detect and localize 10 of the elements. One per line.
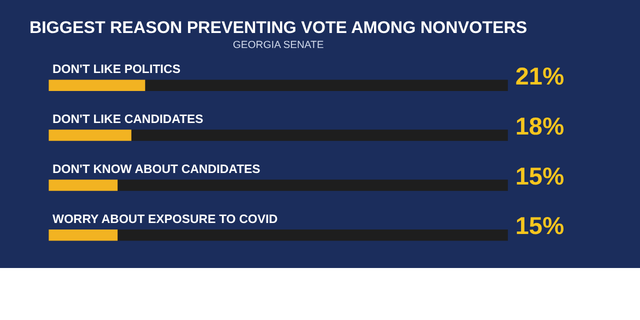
- data-label: 15%: [515, 163, 564, 190]
- y-tick-label: DON'T LIKE POLITICS: [52, 62, 180, 76]
- data-label: 21%: [515, 63, 564, 90]
- y-tick-label: DON'T LIKE CANDIDATES: [52, 112, 204, 126]
- data-label: 15%: [515, 213, 564, 240]
- chart-subtitle: GEORGIA SENATE: [232, 40, 324, 51]
- y-tick-label: DON'T KNOW ABOUT CANDIDATES: [52, 162, 260, 176]
- chart-title: BIGGEST REASON PREVENTING VOTE AMONG NONVOTERS: [29, 18, 528, 37]
- y-tick-label: WORRY ABOUT EXPOSURE TO COVID: [52, 212, 278, 226]
- data-label: 18%: [515, 113, 564, 140]
